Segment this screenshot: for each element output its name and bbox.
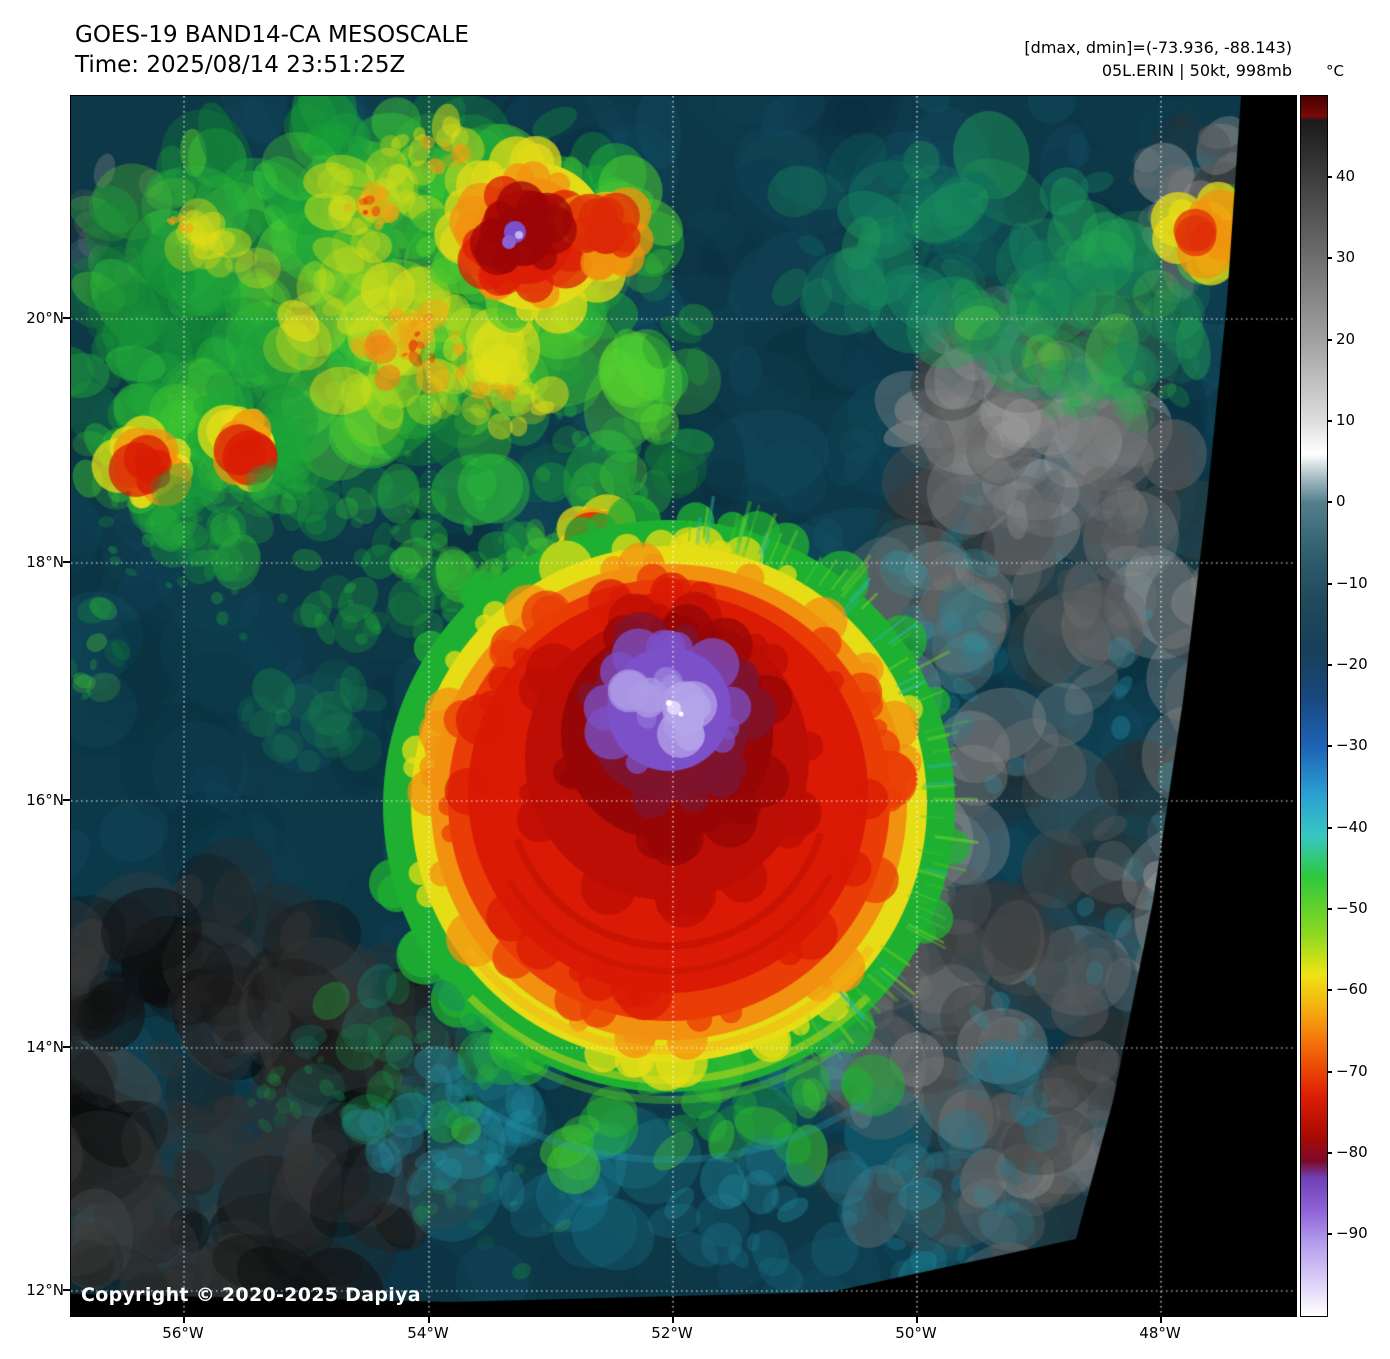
colorbar-tick (1327, 1071, 1332, 1073)
lon-label: 54°W (407, 1324, 449, 1342)
colorbar-tick (1327, 583, 1332, 585)
lon-label: 50°W (895, 1324, 937, 1342)
lon-label: 48°W (1139, 1324, 1181, 1342)
colorbar-tick (1327, 176, 1332, 178)
colorbar-tick-label: 30 (1336, 248, 1356, 266)
lon-label: 52°W (651, 1324, 693, 1342)
info-block: [dmax, dmin]=(-73.936, -88.143) 05L.ERIN… (1024, 36, 1292, 82)
map-area: Copyright © 2020-2025 Dapiya (70, 95, 1297, 1317)
lon-tick (916, 1316, 918, 1323)
colorbar-tick-label: −90 (1336, 1224, 1368, 1242)
dmax-dmin-readout: [dmax, dmin]=(-73.936, -88.143) (1024, 38, 1292, 57)
colorbar-tick-label: −60 (1336, 980, 1368, 998)
colorbar-tick-label: −10 (1336, 574, 1368, 592)
colorbar-tick-label: 20 (1336, 330, 1356, 348)
lon-tick (672, 1316, 674, 1323)
colorbar-tick-label: 0 (1336, 492, 1346, 510)
colorbar-tick-label: −80 (1336, 1143, 1368, 1161)
lon-label: 56°W (162, 1324, 204, 1342)
colorbar-tick (1327, 664, 1332, 666)
lat-tick (63, 1046, 70, 1048)
colorbar-tick-label: 10 (1336, 411, 1356, 429)
lat-tick (63, 799, 70, 801)
copyright-watermark: Copyright © 2020-2025 Dapiya (81, 1284, 421, 1306)
colorbar-tick (1327, 501, 1332, 503)
colorbar-tick (1327, 339, 1332, 341)
colorbar-gradient (1301, 96, 1327, 1316)
colorbar-tick (1327, 989, 1332, 991)
lat-tick (63, 317, 70, 319)
figure-timestamp: Time: 2025/08/14 23:51:25Z (75, 52, 406, 78)
colorbar-unit-label: °C (1326, 62, 1344, 80)
lat-label: 14°N (26, 1038, 64, 1056)
colorbar-tick-label: −40 (1336, 818, 1368, 836)
lon-tick (1160, 1316, 1162, 1323)
colorbar-tick-label: −70 (1336, 1062, 1368, 1080)
colorbar-tick-label: 40 (1336, 167, 1356, 185)
colorbar-tick-label: −50 (1336, 899, 1368, 917)
colorbar-tick (1327, 420, 1332, 422)
lat-tick (63, 561, 70, 563)
lat-label: 12°N (26, 1281, 64, 1299)
colorbar-tick (1327, 827, 1332, 829)
colorbar-tick-label: −30 (1336, 736, 1368, 754)
lon-tick (183, 1316, 185, 1323)
lon-tick (428, 1316, 430, 1323)
lat-label: 18°N (26, 553, 64, 571)
colorbar-tick (1327, 1152, 1332, 1154)
colorbar-tick (1327, 745, 1332, 747)
colorbar-tick-label: −20 (1336, 655, 1368, 673)
colorbar (1300, 95, 1328, 1317)
colorbar-tick (1327, 1233, 1332, 1235)
colorbar-tick (1327, 908, 1332, 910)
colorbar-tick (1327, 257, 1332, 259)
figure-title: GOES-19 BAND14-CA MESOSCALE (75, 22, 469, 48)
satellite-image (71, 96, 1296, 1316)
lat-label: 16°N (26, 791, 64, 809)
lat-tick (63, 1289, 70, 1291)
storm-readout: 05L.ERIN | 50kt, 998mb (1101, 61, 1292, 80)
lat-label: 20°N (26, 309, 64, 327)
title-block: GOES-19 BAND14-CA MESOSCALE Time: 2025/0… (75, 20, 469, 80)
